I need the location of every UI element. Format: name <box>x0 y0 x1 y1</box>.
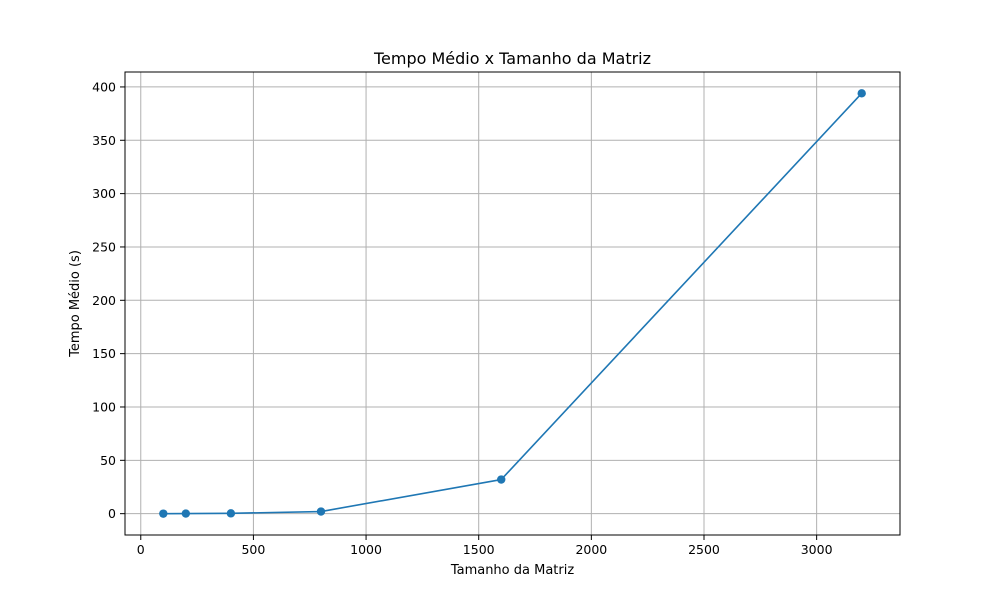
y-tick-label: 150 <box>92 346 116 361</box>
x-tick-label: 2000 <box>575 542 607 557</box>
x-tick-label: 3000 <box>801 542 833 557</box>
y-tick-label: 0 <box>108 506 116 521</box>
y-tick-label: 50 <box>100 453 116 468</box>
data-point <box>857 89 866 98</box>
series-layer <box>159 89 866 518</box>
x-axis: 0 500 1000 1500 2000 2500 3000 <box>137 535 833 557</box>
y-tick-label: 200 <box>92 293 116 308</box>
y-tick-label: 350 <box>92 133 116 148</box>
x-tick-label: 500 <box>241 542 265 557</box>
data-point <box>497 475 506 484</box>
x-tick-label: 0 <box>137 542 145 557</box>
plot-frame <box>124 71 901 536</box>
x-tick-label: 2500 <box>688 542 720 557</box>
x-tick-label: 1000 <box>350 542 382 557</box>
chart-title: Tempo Médio x Tamanho da Matriz <box>373 49 651 68</box>
y-tick-label: 400 <box>92 79 116 94</box>
y-tick-label: 250 <box>92 239 116 254</box>
data-point <box>226 509 236 518</box>
y-tick-label: 100 <box>92 399 116 414</box>
x-tick-label: 1500 <box>463 542 495 557</box>
data-point <box>316 507 326 516</box>
y-axis: 0 50 100 150 200 250 300 350 400 <box>92 79 125 521</box>
data-point <box>181 509 191 518</box>
data-point <box>159 509 168 518</box>
y-tick-label: 300 <box>92 186 116 201</box>
x-axis-label: Tamanho da Matriz <box>450 563 575 578</box>
y-axis-label: Tempo Médio (s) <box>68 250 83 358</box>
